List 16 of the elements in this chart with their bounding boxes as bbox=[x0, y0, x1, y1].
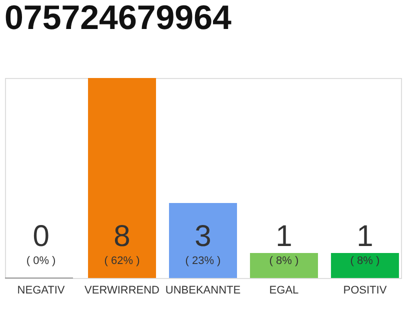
x-tick-label: NEGATIV bbox=[17, 284, 66, 296]
data-label: 1 bbox=[276, 220, 292, 253]
annotation: ( 62% ) bbox=[104, 255, 140, 267]
data-label: 3 bbox=[194, 220, 212, 253]
annotation: ( 23% ) bbox=[185, 255, 221, 267]
data-label: 1 bbox=[356, 220, 374, 253]
data-label: 0 bbox=[32, 220, 50, 253]
data-label: 8 bbox=[114, 220, 130, 253]
x-tick-label: EGAL bbox=[269, 284, 299, 296]
chart-title: 075724679964 bbox=[4, 0, 232, 37]
annotation: ( 8% ) bbox=[269, 255, 299, 267]
x-tick-label: VERWIRREND bbox=[84, 284, 160, 296]
annotation: ( 8% ) bbox=[350, 255, 380, 267]
x-tick-label: UNBEKANNTE bbox=[165, 284, 241, 296]
annotation: ( 0% ) bbox=[26, 255, 56, 267]
x-tick-label: POSITIV bbox=[343, 284, 388, 296]
